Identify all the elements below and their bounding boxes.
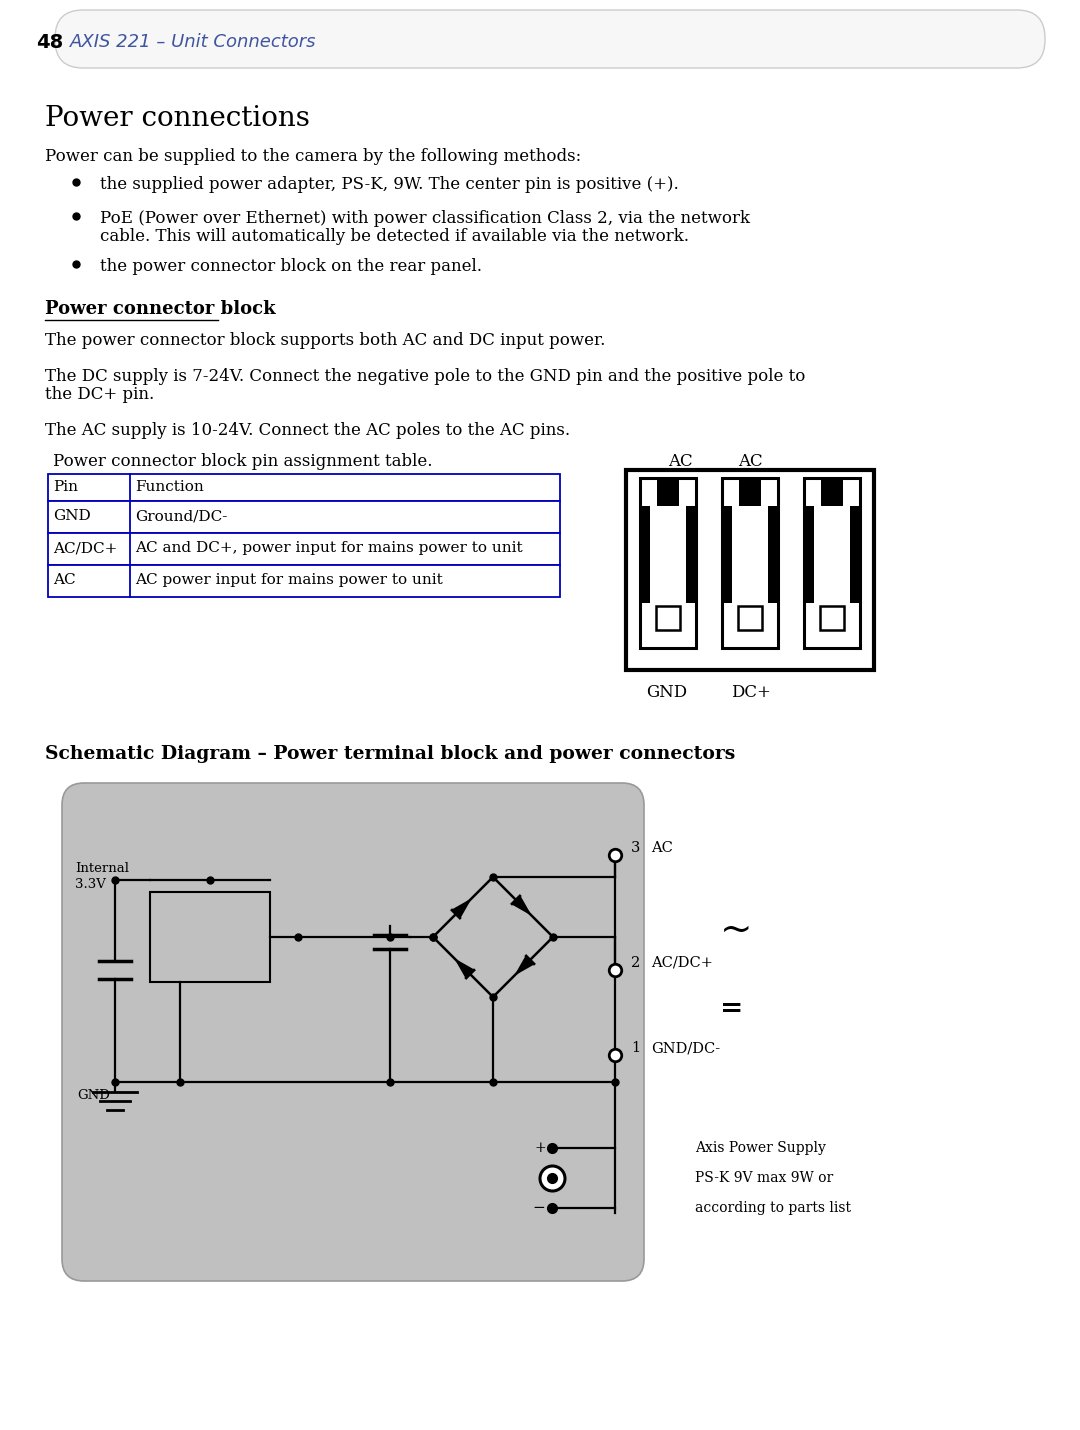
Text: Power connections: Power connections [45, 104, 310, 132]
Text: Function: Function [135, 480, 204, 493]
Text: PS-K 9V max 9W or: PS-K 9V max 9W or [696, 1171, 834, 1185]
Bar [48, 473, 561, 500]
Bar [768, 506, 778, 603]
Text: The power connector block supports both AC and DC input power.: The power connector block supports both … [45, 332, 606, 349]
Text: 1: 1 [631, 1041, 640, 1055]
Text: PoE (Power over Ethernet) with power classification Class 2, via the network: PoE (Power over Ethernet) with power cla… [100, 210, 750, 227]
Bar [48, 565, 561, 596]
Text: Schematic Diagram – Power terminal block and power connectors: Schematic Diagram – Power terminal block… [45, 745, 735, 764]
Text: AC/DC+: AC/DC+ [53, 541, 118, 555]
Bar [657, 478, 679, 506]
Text: Power can be supplied to the camera by the following methods:: Power can be supplied to the camera by t… [45, 147, 581, 164]
Text: GND: GND [77, 1090, 110, 1103]
Text: The AC supply is 10-24V. Connect the AC poles to the AC pins.: The AC supply is 10-24V. Connect the AC … [45, 422, 570, 439]
Text: =: = [720, 994, 743, 1021]
Text: according to parts list: according to parts list [696, 1201, 851, 1216]
Text: Power: Power [189, 937, 231, 950]
Bar [739, 478, 761, 506]
Bar [48, 533, 561, 565]
Text: GND: GND [53, 509, 91, 523]
Text: 3: 3 [631, 841, 640, 855]
Bar [723, 506, 732, 603]
Text: GND: GND [646, 684, 687, 701]
Bar [820, 606, 843, 631]
Text: the power connector block on the rear panel.: the power connector block on the rear pa… [100, 257, 482, 275]
Text: 2: 2 [631, 957, 640, 970]
Text: AXIS 221 – Unit Connectors: AXIS 221 – Unit Connectors [70, 33, 316, 51]
Text: The DC supply is 7-24V. Connect the negative pole to the GND pin and the positiv: The DC supply is 7-24V. Connect the nega… [45, 368, 806, 385]
Text: Ground/DC-: Ground/DC- [135, 509, 228, 523]
Text: GND/DC-: GND/DC- [651, 1041, 720, 1055]
Text: AC/DC+: AC/DC+ [651, 957, 713, 970]
Bar [656, 606, 680, 631]
Bar [804, 506, 814, 603]
Text: 48: 48 [36, 33, 64, 51]
Bar [640, 478, 696, 648]
Text: cable. This will automatically be detected if available via the network.: cable. This will automatically be detect… [100, 227, 689, 245]
Text: ~: ~ [720, 911, 753, 948]
Text: Internal: Internal [75, 862, 129, 875]
Bar [821, 478, 843, 506]
FancyBboxPatch shape [55, 10, 1045, 69]
Text: AC: AC [53, 573, 76, 586]
Polygon shape [456, 960, 474, 978]
Text: Switch: Switch [187, 902, 233, 915]
Text: the DC+ pin.: the DC+ pin. [45, 386, 154, 403]
Text: Axis Power Supply: Axis Power Supply [696, 1141, 826, 1155]
Bar [850, 506, 860, 603]
Bar [723, 478, 778, 648]
Text: the supplied power adapter, PS-K, 9W. The center pin is positive (+).: the supplied power adapter, PS-K, 9W. Th… [100, 176, 678, 193]
Bar [626, 470, 874, 671]
Text: Mode: Mode [191, 919, 229, 932]
Polygon shape [453, 899, 470, 918]
Bar [804, 478, 860, 648]
Text: DC+: DC+ [731, 684, 771, 701]
Text: 3.3V: 3.3V [75, 878, 106, 891]
Polygon shape [516, 957, 534, 974]
Text: AC: AC [651, 841, 673, 855]
Text: +: + [535, 1141, 546, 1155]
Text: −: − [532, 1201, 544, 1216]
Text: AC power input for mains power to unit: AC power input for mains power to unit [135, 573, 443, 586]
Polygon shape [512, 897, 530, 914]
Text: Power connector block pin assignment table.: Power connector block pin assignment tab… [53, 453, 432, 470]
Bar [48, 500, 561, 533]
Bar [686, 506, 696, 603]
Bar [738, 606, 762, 631]
Text: AC: AC [669, 453, 692, 470]
Text: AC and DC+, power input for mains power to unit: AC and DC+, power input for mains power … [135, 541, 523, 555]
Bar [150, 892, 270, 982]
Text: AC: AC [738, 453, 762, 470]
Text: Supply: Supply [187, 952, 233, 967]
Bar [640, 506, 650, 603]
Text: Pin: Pin [53, 480, 78, 493]
FancyBboxPatch shape [62, 784, 644, 1281]
Text: Power connector block: Power connector block [45, 300, 275, 317]
